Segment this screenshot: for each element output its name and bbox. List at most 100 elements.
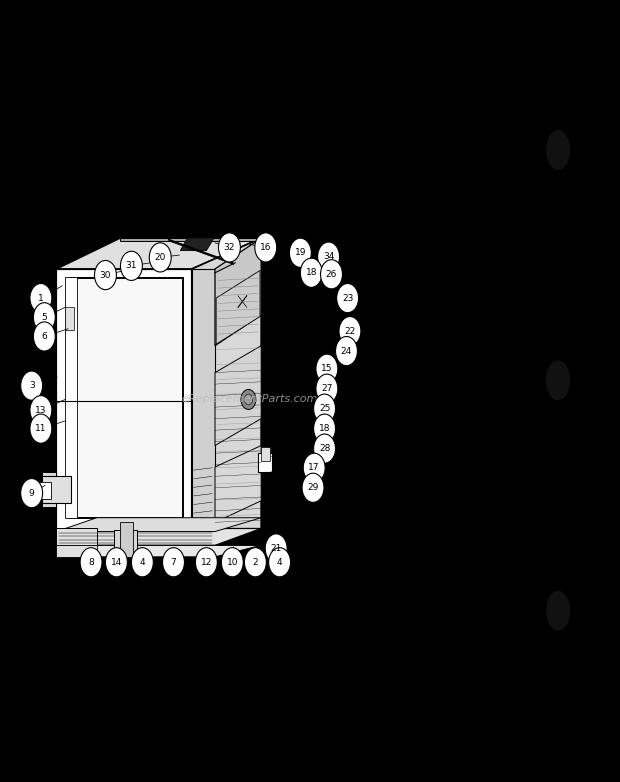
Circle shape xyxy=(33,303,55,332)
Circle shape xyxy=(255,233,277,262)
Text: 10: 10 xyxy=(226,558,238,567)
Circle shape xyxy=(317,242,340,271)
Text: 24: 24 xyxy=(341,346,352,356)
Circle shape xyxy=(244,547,267,577)
Text: 17: 17 xyxy=(308,463,320,472)
Text: 34: 34 xyxy=(323,252,334,261)
Text: 11: 11 xyxy=(35,424,46,433)
Polygon shape xyxy=(192,269,215,530)
Polygon shape xyxy=(120,522,133,557)
Circle shape xyxy=(321,260,342,289)
Circle shape xyxy=(335,336,358,366)
Circle shape xyxy=(300,258,322,287)
Circle shape xyxy=(303,454,325,482)
Polygon shape xyxy=(259,454,272,472)
Circle shape xyxy=(80,547,102,577)
Text: 19: 19 xyxy=(294,249,306,257)
Text: 25: 25 xyxy=(319,404,330,413)
Polygon shape xyxy=(39,482,51,499)
Circle shape xyxy=(30,414,52,443)
Circle shape xyxy=(33,322,55,351)
Polygon shape xyxy=(56,529,261,545)
Text: 7: 7 xyxy=(170,558,176,567)
Text: 8: 8 xyxy=(531,754,539,764)
Text: DOOR ASSEMBLY: DOOR ASSEMBLY xyxy=(109,30,333,55)
Text: 6: 6 xyxy=(42,332,47,341)
Text: 26: 26 xyxy=(326,270,337,279)
Polygon shape xyxy=(69,278,184,518)
Text: 31: 31 xyxy=(126,261,137,271)
Circle shape xyxy=(314,434,335,463)
Circle shape xyxy=(120,251,143,281)
Text: 22: 22 xyxy=(344,327,355,335)
Ellipse shape xyxy=(546,130,570,170)
Circle shape xyxy=(314,414,335,443)
Polygon shape xyxy=(215,239,261,346)
Text: 18: 18 xyxy=(319,424,330,433)
Text: 4: 4 xyxy=(140,558,145,567)
Circle shape xyxy=(316,354,338,383)
Circle shape xyxy=(339,317,361,346)
Text: 1: 1 xyxy=(38,293,44,303)
Circle shape xyxy=(244,394,252,405)
Polygon shape xyxy=(56,239,261,269)
Text: 13: 13 xyxy=(35,406,46,414)
Polygon shape xyxy=(215,346,261,446)
Circle shape xyxy=(302,473,324,502)
Text: 20: 20 xyxy=(154,253,166,262)
Text: 5: 5 xyxy=(42,313,47,322)
Text: 2: 2 xyxy=(252,558,258,567)
Polygon shape xyxy=(180,239,214,250)
Circle shape xyxy=(241,389,256,410)
Polygon shape xyxy=(65,277,77,518)
Text: 18: 18 xyxy=(306,268,317,278)
Polygon shape xyxy=(114,530,137,557)
Polygon shape xyxy=(215,446,261,522)
Text: 14: 14 xyxy=(111,558,122,567)
Polygon shape xyxy=(56,529,97,545)
Polygon shape xyxy=(56,545,97,557)
Polygon shape xyxy=(56,518,261,532)
Circle shape xyxy=(218,233,241,262)
Circle shape xyxy=(94,260,117,289)
Circle shape xyxy=(131,547,153,577)
Circle shape xyxy=(195,547,218,577)
Polygon shape xyxy=(65,307,74,330)
Text: 23: 23 xyxy=(342,293,353,303)
Text: 3: 3 xyxy=(29,381,35,390)
Text: 8: 8 xyxy=(88,558,94,567)
Text: 32: 32 xyxy=(224,243,235,252)
Polygon shape xyxy=(56,545,261,557)
Circle shape xyxy=(105,547,127,577)
Text: 21: 21 xyxy=(270,544,282,553)
Circle shape xyxy=(149,242,171,272)
Polygon shape xyxy=(261,447,270,461)
Text: 9: 9 xyxy=(29,489,35,497)
Text: 30: 30 xyxy=(100,271,111,279)
Text: 4: 4 xyxy=(277,558,282,567)
Circle shape xyxy=(265,534,287,563)
Circle shape xyxy=(30,284,52,313)
Polygon shape xyxy=(56,269,192,530)
Circle shape xyxy=(290,239,311,267)
Circle shape xyxy=(30,396,52,425)
Text: 15: 15 xyxy=(321,364,332,373)
Ellipse shape xyxy=(546,590,570,630)
Polygon shape xyxy=(120,239,261,242)
Circle shape xyxy=(337,284,358,313)
Polygon shape xyxy=(42,476,71,503)
Text: 12: 12 xyxy=(201,558,212,567)
Ellipse shape xyxy=(546,361,570,400)
Circle shape xyxy=(20,371,43,400)
Polygon shape xyxy=(42,472,56,507)
Circle shape xyxy=(268,547,291,577)
Circle shape xyxy=(314,394,335,423)
Text: eReplacementParts.com: eReplacementParts.com xyxy=(182,394,318,404)
Polygon shape xyxy=(216,271,260,344)
Circle shape xyxy=(20,479,43,508)
Polygon shape xyxy=(192,239,261,530)
Circle shape xyxy=(316,374,338,404)
Circle shape xyxy=(221,547,243,577)
Text: 16: 16 xyxy=(260,243,272,252)
Text: 28: 28 xyxy=(319,444,330,453)
